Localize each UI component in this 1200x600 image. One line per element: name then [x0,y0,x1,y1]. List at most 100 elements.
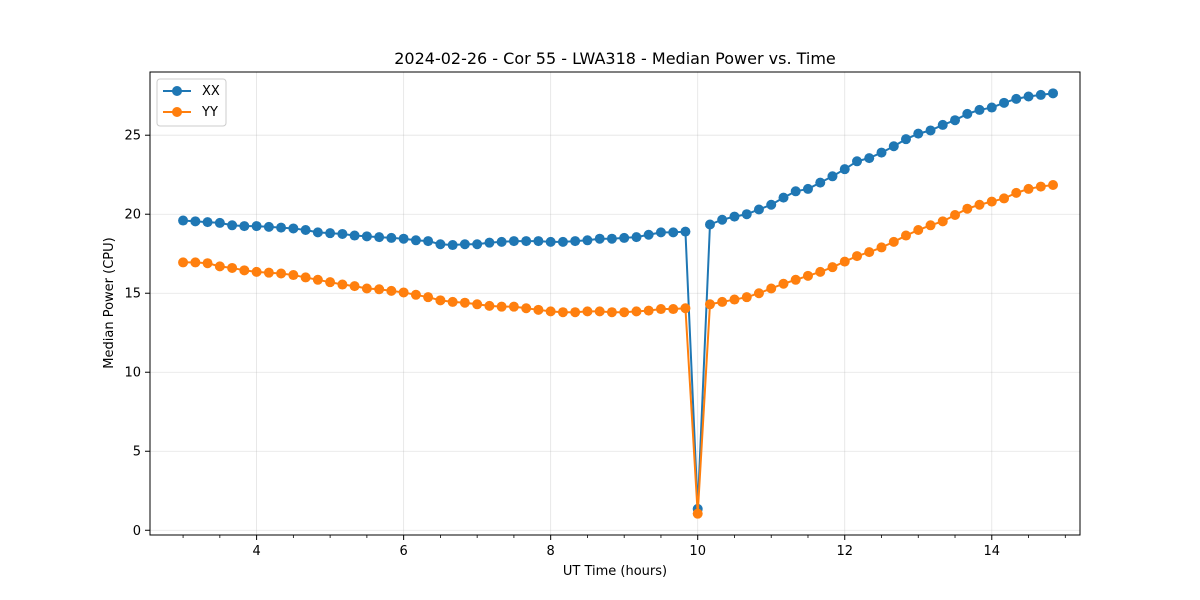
data-point-yy [582,306,593,317]
data-point-xx [349,230,360,241]
data-point-xx [962,108,973,119]
data-point-yy [790,274,801,285]
data-point-xx [717,214,728,225]
data-point-yy [459,297,470,308]
data-point-yy [410,289,421,300]
data-point-xx [876,147,887,158]
data-point-xx [668,227,679,238]
data-point-yy [631,306,642,317]
data-point-yy [913,225,924,236]
data-point-xx [1048,88,1059,99]
y-tick-label: 5 [133,445,141,460]
data-point-yy [374,284,385,295]
data-point-yy [472,299,483,310]
data-point-xx [815,177,826,188]
x-tick-label: 4 [252,544,260,559]
data-point-yy [900,230,911,241]
data-point-xx [1023,91,1034,102]
data-point-xx [937,119,948,130]
data-point-xx [300,225,311,236]
data-point-xx [631,232,642,243]
data-point-xx [178,215,189,226]
data-point-yy [619,307,630,318]
y-tick-label: 0 [133,524,141,539]
data-point-xx [888,141,899,152]
data-point-yy [999,193,1010,204]
x-axis-label: UT Time (hours) [563,564,667,579]
data-point-yy [557,307,568,318]
data-point-yy [312,274,323,285]
data-point-yy [545,306,556,317]
data-point-xx [827,171,838,182]
data-point-yy [815,266,826,277]
data-point-xx [704,219,715,230]
data-point-yy [962,203,973,214]
data-point-xx [557,236,568,247]
x-tick-label: 12 [836,544,853,559]
data-point-xx [190,216,201,227]
data-point-yy [214,261,225,272]
data-point-xx [900,134,911,145]
data-point-yy [606,307,617,318]
data-point-yy [925,220,936,231]
data-point-yy [704,299,715,310]
data-point-xx [766,199,777,210]
data-point-yy [239,265,250,276]
data-point-yy [386,285,397,296]
data-point-yy [852,251,863,262]
data-point-yy [680,303,691,314]
data-point-yy [325,277,336,288]
data-point-yy [974,199,985,210]
data-point-yy [1035,181,1046,192]
data-point-xx [741,209,752,220]
data-point-yy [741,292,752,303]
data-point-xx [729,211,740,222]
data-point-xx [398,233,409,244]
data-point-xx [1035,89,1046,100]
data-point-xx [533,236,544,247]
plot-frame [149,71,1081,536]
data-point-xx [582,235,593,246]
data-point-yy [655,304,666,315]
data-point-yy [594,306,605,317]
data-point-yy [533,304,544,315]
data-point-yy [766,283,777,294]
data-point-xx [1011,93,1022,104]
data-point-xx [545,236,556,247]
data-point-xx [472,239,483,250]
data-point-yy [300,272,311,283]
data-point-xx [202,217,213,228]
data-point-xx [263,221,274,232]
data-point-xx [570,236,581,247]
data-point-yy [251,266,262,277]
series-yy [178,179,1059,519]
data-point-xx [239,221,250,232]
x-axis-ticks: 4 6 8 10 12 14 [252,535,1000,559]
data-point-xx [606,233,617,244]
legend-xx-label: XX [202,84,220,99]
data-point-xx [974,104,985,115]
data-point-xx [214,217,225,228]
data-point-xx [447,240,458,251]
x-tick-label: 6 [399,544,407,559]
series-xx [178,88,1059,514]
data-point-yy [827,262,838,273]
data-point-xx [925,125,936,136]
data-point-yy [753,288,764,299]
chart-title: 2024-02-26 - Cor 55 - LWA318 - Median Po… [394,49,836,68]
data-point-yy [435,295,446,306]
data-point-yy [508,301,519,312]
data-point-yy [190,257,201,268]
data-point-xx [312,227,323,238]
x-tick-label: 10 [689,544,706,559]
data-point-xx [753,204,764,215]
data-point-yy [570,307,581,318]
data-point-xx [913,128,924,139]
y-tick-label: 10 [124,366,141,381]
data-point-yy [950,210,961,221]
data-point-xx [435,239,446,250]
data-point-yy [1048,179,1059,190]
data-point-xx [619,232,630,243]
data-point-xx [802,183,813,194]
